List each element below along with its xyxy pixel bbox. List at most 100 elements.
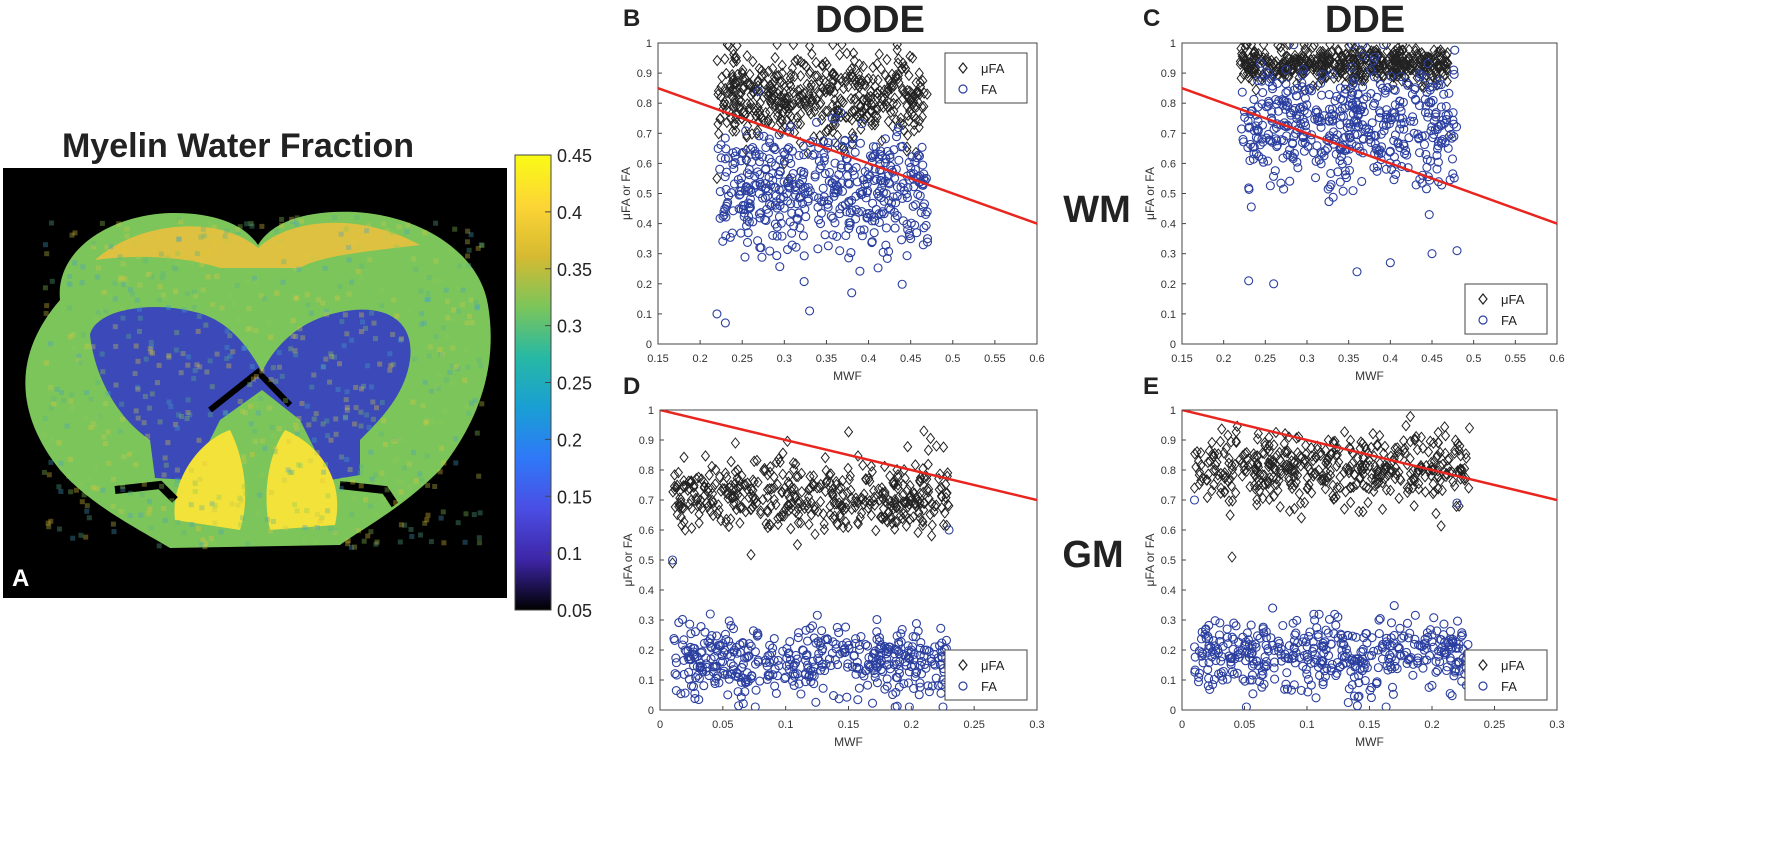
y-tick-label: 0.2 [637, 279, 652, 291]
fa-point [1215, 636, 1225, 647]
mufa-point [712, 172, 722, 185]
fa-point [1291, 628, 1301, 638]
mufa-point [1270, 463, 1281, 475]
fa-point [1289, 644, 1299, 654]
brain-pixel [241, 459, 247, 465]
brain-pixel [127, 513, 133, 519]
fa-point [1361, 628, 1371, 639]
fa-point [1434, 80, 1444, 90]
fa-point [903, 678, 913, 688]
brain-pixel [168, 404, 174, 410]
fa-point [1243, 635, 1254, 645]
mufa-point [1266, 57, 1276, 70]
fa-point [772, 251, 782, 261]
mufa-point [918, 504, 929, 516]
mufa-point [1308, 454, 1318, 467]
mufa-point [667, 557, 678, 569]
brain-pixel [465, 228, 471, 234]
fa-point [892, 701, 902, 710]
mufa-point [812, 482, 822, 494]
brain-pixel [124, 226, 130, 232]
mufa-point [1376, 471, 1386, 483]
mufa-point [1251, 84, 1261, 96]
fa-point [935, 641, 945, 651]
fa-point [841, 622, 851, 632]
mufa-point [735, 102, 745, 115]
brain-pixel [327, 379, 333, 385]
mufa-point [793, 117, 803, 130]
brain-pixel [324, 311, 330, 317]
fa-point [1347, 631, 1357, 641]
fa-point [1245, 139, 1256, 150]
brain-pixel [460, 287, 466, 293]
mufa-point [1272, 478, 1282, 491]
mufa-point [677, 501, 687, 514]
fa-point [740, 687, 750, 697]
mufa-point [853, 516, 863, 529]
mufa-point [731, 85, 742, 97]
brain-pixel [227, 353, 233, 359]
fa-point [916, 669, 927, 679]
x-tick-label: 0.25 [1484, 719, 1505, 731]
brain-pixel [343, 414, 348, 420]
fa-point [933, 680, 943, 690]
mufa-point [745, 77, 755, 90]
mufa-point [733, 489, 743, 501]
brain-pixel [342, 312, 348, 318]
brain-pixel [147, 506, 153, 512]
fa-point [884, 195, 894, 206]
mufa-point [905, 85, 915, 98]
mufa-point [705, 505, 716, 518]
fa-point [834, 169, 844, 180]
brain-pixel [93, 423, 99, 429]
fa-point [1449, 65, 1459, 75]
fa-point [910, 165, 920, 175]
brain-pixel [286, 439, 292, 445]
fa-point [814, 156, 824, 166]
fa-point [1444, 123, 1454, 133]
y-tick-label: 1 [648, 405, 654, 417]
fa-point [1374, 615, 1384, 625]
fa-point [754, 209, 764, 219]
fa-point [720, 154, 730, 164]
fa-point [1231, 621, 1241, 631]
brain-pixel [57, 526, 62, 532]
fa-point [1285, 150, 1295, 160]
mufa-point [737, 67, 747, 79]
y-axis-label: μFA or FA [619, 167, 633, 220]
brain-pixel [259, 368, 265, 374]
mufa-point [1431, 507, 1441, 520]
mufa-point [890, 92, 900, 105]
mufa-point [853, 68, 864, 80]
mufa-point [844, 473, 854, 486]
fa-point [784, 648, 794, 658]
fa-point [718, 236, 728, 246]
mufa-point [832, 517, 842, 530]
fa-point [1257, 666, 1267, 676]
brain-pixel [196, 313, 202, 319]
brain-pixel [219, 305, 225, 311]
fa-point [1390, 85, 1400, 95]
fa-point [721, 231, 731, 241]
fa-point [1223, 639, 1233, 649]
brain-pixel [212, 520, 218, 526]
mufa-point [1407, 57, 1417, 69]
brain-pixel [79, 280, 85, 286]
brain-pixel [224, 228, 230, 234]
brain-pixel [105, 429, 111, 435]
brain-pixel [349, 512, 355, 518]
mufa-point [801, 100, 811, 113]
brain-pixel [463, 511, 469, 517]
brain-pixel [308, 310, 314, 316]
brain-pixel [290, 333, 296, 339]
fa-point [877, 183, 887, 193]
fa-point [717, 651, 727, 661]
mufa-point [713, 499, 724, 511]
x-tick-label: 0.45 [900, 353, 921, 365]
fa-point [1422, 155, 1432, 165]
mufa-point [929, 505, 939, 518]
fa-point [751, 180, 761, 190]
fa-point [1340, 132, 1351, 142]
brain-pixel [425, 512, 431, 518]
mufa-point [766, 483, 777, 495]
